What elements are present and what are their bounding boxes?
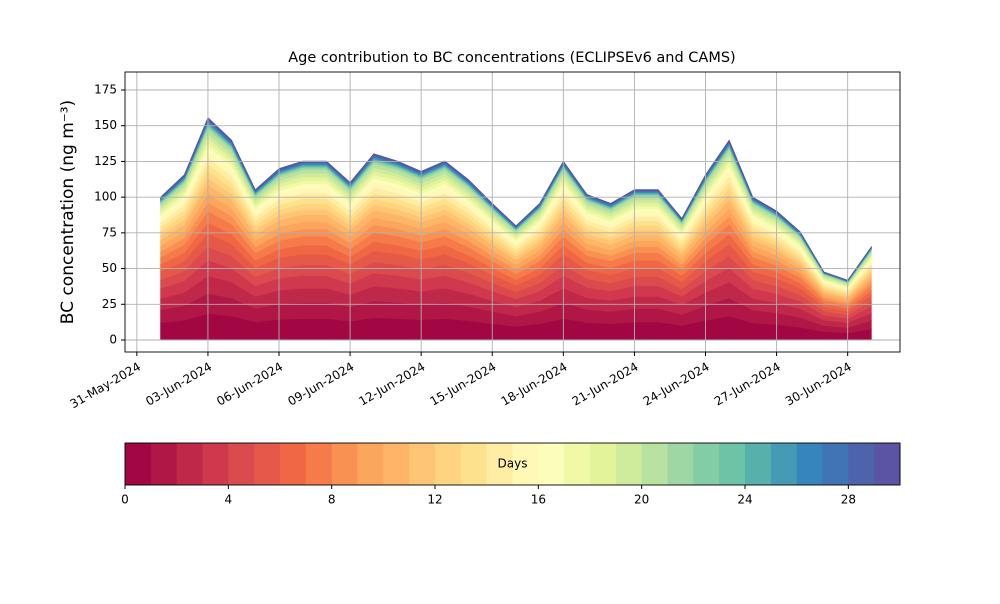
colorbar-swatch [538, 443, 565, 485]
colorbar-swatch [693, 443, 720, 485]
chart-title: Age contribution to BC concentrations (E… [288, 50, 735, 66]
colorbar-tick-label: 20 [634, 493, 649, 507]
colorbar-swatch [848, 443, 875, 485]
colorbar-swatch [228, 443, 255, 485]
x-tick-label: 27-Jun-2024 [712, 360, 783, 409]
x-tick-label: 03-Jun-2024 [143, 360, 214, 409]
colorbar-swatch [460, 443, 488, 485]
colorbar-swatch [435, 443, 462, 485]
colorbar-tick-label: 24 [737, 493, 752, 507]
colorbar-tick-label: 4 [225, 493, 233, 507]
x-tick-label: 21-Jun-2024 [570, 360, 641, 409]
y-tick-label: 75 [102, 225, 117, 239]
y-tick-label: 25 [102, 297, 117, 311]
colorbar-swatch [615, 443, 643, 485]
colorbar-swatch [357, 443, 384, 485]
colorbar-swatch [822, 443, 849, 485]
x-tick-label: 24-Jun-2024 [641, 360, 712, 409]
x-tick-label: 09-Jun-2024 [285, 360, 356, 409]
colorbar-tick-label: 28 [841, 493, 856, 507]
x-tick-label: 12-Jun-2024 [356, 360, 427, 409]
colorbar-label: Days [498, 457, 528, 471]
colorbar-swatch [641, 443, 668, 485]
colorbar-swatch [150, 443, 178, 485]
colorbar-swatch [409, 443, 436, 485]
x-tick-label: 31-May-2024 [68, 360, 143, 412]
colorbar-swatch [667, 443, 694, 485]
colorbar-swatch [486, 443, 513, 485]
colorbar-swatch [874, 443, 901, 485]
colorbar-tick-label: 0 [121, 493, 129, 507]
colorbar-swatch [254, 443, 281, 485]
y-tick-label: 150 [94, 118, 117, 132]
y-tick-label: 0 [109, 333, 117, 347]
y-tick-label: 100 [94, 190, 117, 204]
colorbar-tick-label: 16 [531, 493, 546, 507]
colorbar-swatch [176, 443, 203, 485]
colorbar-swatch [590, 443, 617, 485]
colorbar-frame [124, 442, 901, 486]
colorbar-swatch [512, 443, 539, 485]
colorbar-swatch [564, 443, 591, 485]
colorbar-swatch [331, 443, 358, 485]
colorbar-swatch [125, 443, 152, 485]
area-layer [160, 117, 872, 281]
colorbar-swatch [305, 443, 333, 485]
colorbar-tick-label: 12 [427, 493, 442, 507]
colorbar-swatch [383, 443, 410, 485]
colorbar-swatch [796, 443, 823, 485]
x-tick-label: 18-Jun-2024 [499, 360, 570, 409]
x-tick-label: 06-Jun-2024 [214, 360, 285, 409]
colorbar-swatch [202, 443, 229, 485]
x-tick-label: 15-Jun-2024 [428, 360, 499, 409]
y-axis-label: BC concentration (ng m⁻³) [58, 100, 78, 324]
y-tick-label: 175 [94, 83, 117, 97]
y-tick-label: 50 [102, 261, 117, 275]
colorbar-tick-label: 8 [328, 493, 336, 507]
x-tick-label: 30-Jun-2024 [783, 360, 854, 409]
colorbar-swatch [745, 443, 772, 485]
y-tick-label: 125 [94, 154, 117, 168]
colorbar-swatch [719, 443, 746, 485]
colorbar-swatch [770, 443, 798, 485]
plot-frame [124, 71, 901, 353]
colorbar-swatch [280, 443, 307, 485]
